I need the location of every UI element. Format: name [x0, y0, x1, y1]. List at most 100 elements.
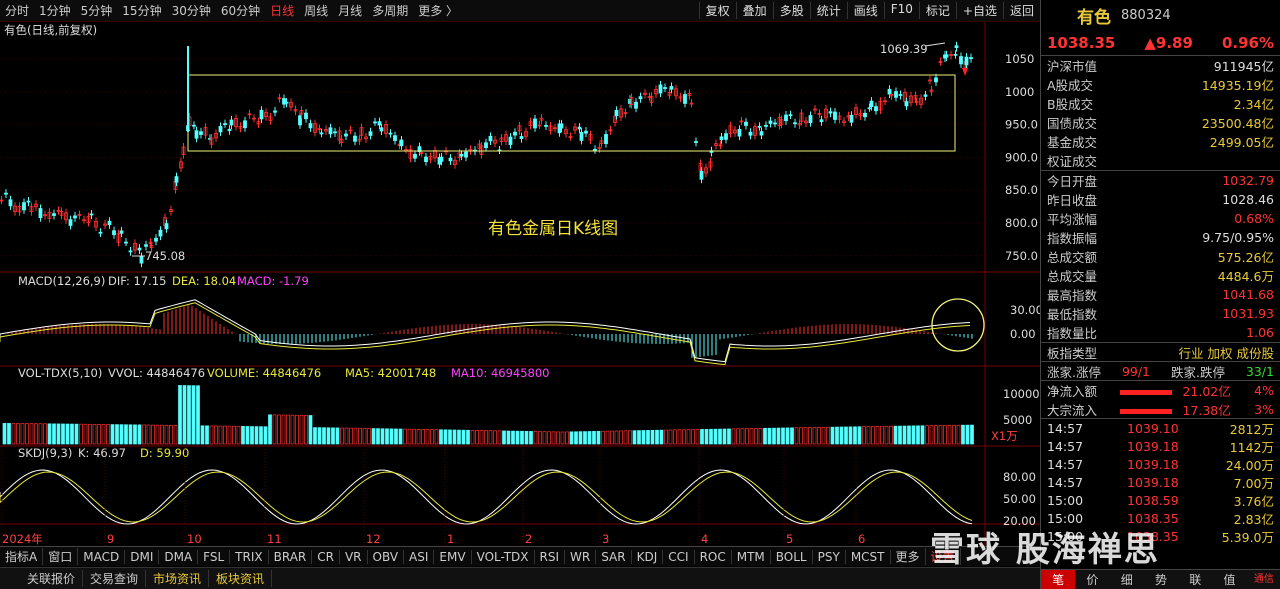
tool-button-3[interactable]: 统计: [809, 2, 847, 19]
block-in-label: 大宗流入: [1047, 402, 1098, 418]
candle-body: [319, 132, 324, 135]
indicator-tab-25[interactable]: 设置: [926, 548, 961, 565]
tool-button-2[interactable]: 多股: [772, 2, 810, 19]
indicator-tab-6[interactable]: TRIX: [230, 549, 269, 564]
period-7[interactable]: 周线: [304, 4, 329, 18]
tool-button-8[interactable]: 返回: [1002, 2, 1040, 19]
candle-body: [909, 95, 913, 103]
stat-label: 今日开盘: [1047, 174, 1098, 189]
period-3[interactable]: 15分钟: [122, 4, 162, 18]
indicator-tab-18[interactable]: CCI: [663, 549, 695, 564]
candle-body: [898, 94, 903, 96]
volume-bar: [560, 431, 565, 445]
indicator-tab-20[interactable]: MTM: [732, 549, 771, 564]
indicator-tab-3[interactable]: DMI: [125, 549, 160, 564]
volume-bar: [376, 428, 380, 445]
stat-label: 指数振幅: [1047, 231, 1098, 246]
panel-tab-1[interactable]: 价: [1086, 573, 1099, 587]
period-4[interactable]: 30分钟: [171, 4, 211, 18]
indicator-tab-5[interactable]: FSL: [198, 549, 231, 564]
candle-body: [689, 102, 694, 105]
tool-button-4[interactable]: 画线: [846, 2, 884, 19]
volume-bar: [16, 423, 20, 445]
candle-body: [56, 210, 61, 212]
candle-body: [133, 242, 137, 251]
macd-tick: 30.00: [1010, 303, 1040, 317]
indicator-tab-8[interactable]: CR: [312, 549, 340, 564]
indicator-tab-0[interactable]: 指标A: [0, 548, 44, 565]
candle-body: [837, 115, 842, 120]
indicator-tab-24[interactable]: 更多: [891, 548, 926, 565]
volume-bar: [799, 427, 803, 445]
tool-button-6[interactable]: 标记: [918, 2, 956, 19]
volume-bar: [250, 426, 254, 445]
tool-button-7[interactable]: +自选: [955, 2, 1003, 19]
tool-button-5[interactable]: F10: [883, 2, 919, 19]
volume-bar: [389, 428, 394, 445]
indicator-tab-9[interactable]: VR: [340, 549, 368, 564]
panel-tab-6[interactable]: 通信: [1253, 574, 1274, 585]
volume-bar: [794, 427, 799, 445]
indicator-tab-19[interactable]: ROC: [695, 549, 732, 564]
indicator-tab-22[interactable]: PSY: [813, 549, 846, 564]
period-8[interactable]: 月线: [338, 4, 363, 18]
period-1[interactable]: 1分钟: [39, 4, 71, 18]
indicator-tab-7[interactable]: BRAR: [269, 549, 313, 564]
vol-ma5: MA5: 42001748: [345, 366, 436, 380]
macd-dea-line: [0, 302, 971, 366]
indicator-tab-4[interactable]: DMA: [159, 549, 199, 564]
panel-tab-4[interactable]: 联: [1189, 573, 1202, 587]
indicator-tab-11[interactable]: ASI: [404, 549, 435, 564]
volume-bar: [97, 424, 101, 445]
candle-body: [949, 54, 953, 56]
period-2[interactable]: 5分钟: [80, 4, 113, 18]
volume-bar: [439, 429, 443, 445]
period-9[interactable]: 多周期: [372, 4, 409, 18]
indicator-tab-15[interactable]: WR: [565, 549, 597, 564]
footer-tab-3[interactable]: 板块资讯: [209, 570, 273, 587]
indicator-tab-23[interactable]: MCST: [846, 549, 891, 564]
volume-bar: [178, 385, 182, 445]
footer-tab-0[interactable]: 关联报价: [20, 570, 84, 587]
net-in-bar: [1120, 390, 1173, 395]
period-0[interactable]: 分时: [5, 4, 30, 18]
stat-row: 最低指数 1031.93: [1041, 304, 1280, 323]
panel-tab-0[interactable]: 笔: [1041, 570, 1076, 589]
panel-tab-2[interactable]: 细: [1120, 573, 1133, 587]
indicator-tab-17[interactable]: KDJ: [632, 549, 664, 564]
footer-tab-1[interactable]: 交易查询: [83, 570, 147, 587]
indicator-tab-13[interactable]: VOL-TDX: [472, 549, 535, 564]
indicator-tab-16[interactable]: SAR: [596, 549, 632, 564]
indicator-tab-2[interactable]: MACD: [78, 549, 126, 564]
volume-bar: [164, 424, 169, 445]
footer-tab-2[interactable]: 市场资讯: [146, 570, 210, 587]
volume-bar: [151, 424, 155, 445]
indicator-tab-1[interactable]: 窗口: [43, 548, 79, 565]
period-10[interactable]: 更多 〉: [418, 4, 459, 18]
macd-value: MACD: -1.79: [237, 274, 309, 288]
panel-tab-3[interactable]: 势: [1154, 573, 1167, 587]
indicator-tab-21[interactable]: BOLL: [771, 549, 813, 564]
volume-bar: [682, 429, 686, 445]
panel-tab-5[interactable]: 值: [1223, 573, 1236, 587]
indicator-tab-14[interactable]: RSI: [535, 549, 566, 564]
volume-bar: [596, 430, 601, 445]
period-5[interactable]: 60分钟: [220, 4, 261, 18]
volume-bar: [925, 425, 929, 445]
candle-body: [788, 114, 793, 117]
period-6[interactable]: 日线: [270, 4, 295, 18]
candle-body: [243, 120, 247, 129]
volume-bar: [479, 430, 484, 445]
trade-volume: 24.00万: [1225, 457, 1274, 473]
volume-bar: [358, 427, 362, 445]
indicator-tab-12[interactable]: EMV: [434, 549, 472, 564]
indicator-tab-10[interactable]: OBV: [368, 549, 405, 564]
kline-chart[interactable]: 1050 1000 950.0 900.0 850.0 800.0 750.0 有色(日线,前…: [0, 22, 1040, 546]
tool-button-0[interactable]: 复权: [698, 2, 736, 19]
volume-bar: [232, 425, 236, 445]
candle-body: [854, 107, 858, 116]
candle-body: [493, 139, 497, 144]
volume-bar: [92, 423, 97, 445]
volume-bar: [911, 425, 916, 445]
tool-button-1[interactable]: 叠加: [735, 2, 773, 19]
